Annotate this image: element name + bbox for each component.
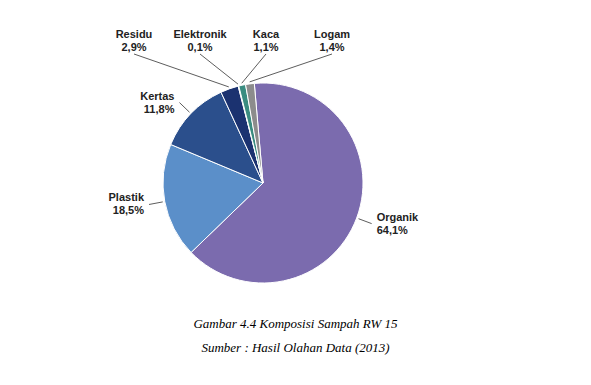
svg-text:Residu2,9%: Residu2,9%	[116, 28, 153, 53]
svg-text:Elektronik0,1%: Elektronik0,1%	[173, 28, 227, 53]
svg-text:Organik64,1%: Organik64,1%	[377, 211, 419, 236]
svg-text:Plastik18,5%: Plastik18,5%	[109, 191, 145, 216]
svg-text:Logam1,4%: Logam1,4%	[314, 28, 350, 53]
html-text:Gambar 4.4 Komposisi Sampah RW: Gambar 4.4 Komposisi Sampah RW 15	[193, 316, 398, 331]
html-text:Sumber : Hasil Olahan Data (20: Sumber : Hasil Olahan Data (2013)	[201, 340, 390, 355]
svg-text:Kertas11,8%: Kertas11,8%	[140, 90, 174, 115]
svg-text:Kaca1,1%: Kaca1,1%	[253, 28, 280, 53]
